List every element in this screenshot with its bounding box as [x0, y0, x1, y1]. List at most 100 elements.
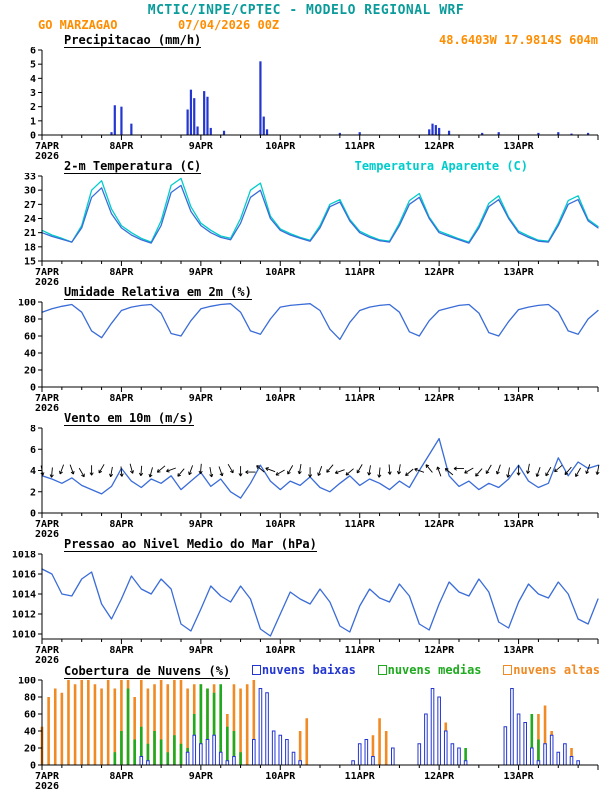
svg-text:0: 0 — [30, 761, 36, 772]
svg-text:7APR: 7APR — [35, 393, 60, 404]
svg-text:10APR: 10APR — [265, 267, 296, 278]
humidity-title-row: Umidade Relativa em 2m (%) — [0, 285, 612, 300]
panel-title-clouds: Cobertura de Nuvens (%) — [64, 664, 231, 679]
header-subline: GO MARZAGAO 07/04/2026 00Z — [0, 18, 612, 33]
svg-text:1016: 1016 — [12, 570, 36, 581]
legend-nuvens-altas: nuvens altas — [503, 663, 600, 677]
svg-text:20: 20 — [24, 744, 36, 755]
svg-text:2026: 2026 — [35, 781, 59, 789]
svg-text:8APR: 8APR — [109, 267, 134, 278]
legend-apparent-temperature: Temperatura Aparente (C) — [354, 159, 528, 173]
svg-text:0: 0 — [30, 131, 36, 142]
svg-text:7APR: 7APR — [35, 141, 60, 152]
svg-text:9APR: 9APR — [189, 393, 214, 404]
panel-temperature: 2-m Temperatura (C) Temperatura Aparente… — [0, 159, 612, 285]
svg-text:8APR: 8APR — [109, 771, 134, 782]
svg-text:100: 100 — [18, 299, 36, 309]
svg-text:2026: 2026 — [35, 655, 59, 663]
legend-nuvens-medias: nuvens medias — [377, 663, 482, 677]
svg-text:100: 100 — [18, 677, 36, 687]
svg-text:18: 18 — [24, 242, 36, 253]
svg-text:13APR: 13APR — [504, 645, 535, 656]
svg-text:5: 5 — [30, 60, 36, 71]
svg-text:80: 80 — [24, 693, 36, 704]
svg-text:12APR: 12APR — [424, 645, 455, 656]
nuvens-medias-swatch — [377, 665, 387, 675]
svg-text:40: 40 — [24, 349, 36, 360]
model-title: MCTIC/INPE/CPTEC - MODELO REGIONAL WRF — [147, 3, 465, 18]
pressure-title-row: Pressao ao Nivel Medio do Mar (hPa) — [0, 537, 612, 552]
svg-text:12APR: 12APR — [424, 141, 455, 152]
svg-text:12APR: 12APR — [424, 267, 455, 278]
svg-text:13APR: 13APR — [504, 267, 535, 278]
svg-text:1018: 1018 — [12, 551, 36, 561]
report-header: MCTIC/INPE/CPTEC - MODELO REGIONAL WRF G… — [0, 3, 612, 33]
nuvens-medias-label: nuvens medias — [387, 663, 482, 677]
svg-text:21: 21 — [24, 228, 36, 239]
svg-text:60: 60 — [24, 710, 36, 721]
panel-clouds: Cobertura de Nuvens (%) nuvens baixas nu… — [0, 663, 612, 789]
panel-precipitation: Precipitacao (mm/h) 48.6403W 17.9814S 60… — [0, 33, 612, 159]
svg-text:2026: 2026 — [35, 403, 59, 411]
panel-title-wind: Vento em 10m (m/s) — [64, 411, 195, 426]
run-datetime: 07/04/2026 00Z — [178, 18, 280, 32]
svg-text:2026: 2026 — [35, 151, 59, 159]
panel-pressure: Pressao ao Nivel Medio do Mar (hPa) 1010… — [0, 537, 612, 663]
nuvens-baixas-label: nuvens baixas — [261, 663, 356, 677]
panel-title-precipitation: Precipitacao (mm/h) — [64, 33, 202, 48]
svg-text:0: 0 — [30, 509, 36, 520]
svg-text:1: 1 — [30, 116, 36, 127]
svg-text:10APR: 10APR — [265, 519, 296, 530]
svg-text:40: 40 — [24, 727, 36, 738]
panel-title-humidity: Umidade Relativa em 2m (%) — [64, 285, 252, 300]
svg-text:11APR: 11APR — [345, 519, 376, 530]
legend-nuvens-baixas: nuvens baixas — [251, 663, 356, 677]
svg-text:7APR: 7APR — [35, 519, 60, 530]
svg-text:0: 0 — [30, 383, 36, 394]
precipitation-title-row: Precipitacao (mm/h) 48.6403W 17.9814S 60… — [0, 33, 612, 48]
svg-text:9APR: 9APR — [189, 771, 214, 782]
svg-text:7APR: 7APR — [35, 267, 60, 278]
svg-text:11APR: 11APR — [345, 267, 376, 278]
svg-text:9APR: 9APR — [189, 141, 214, 152]
svg-text:6: 6 — [30, 47, 36, 57]
panel-wind: Vento em 10m (m/s) 0 2 4 6 8 7APR 2026 8APR 9APR… — [0, 411, 612, 537]
svg-text:24: 24 — [24, 214, 36, 225]
svg-text:13APR: 13APR — [504, 519, 535, 530]
svg-text:1014: 1014 — [12, 590, 36, 601]
svg-text:13APR: 13APR — [504, 771, 535, 782]
svg-text:8APR: 8APR — [109, 519, 134, 530]
svg-text:11APR: 11APR — [345, 393, 376, 404]
svg-text:12APR: 12APR — [424, 393, 455, 404]
svg-text:33: 33 — [24, 173, 36, 183]
svg-text:15: 15 — [24, 257, 36, 268]
svg-text:8: 8 — [30, 425, 36, 435]
svg-text:2026: 2026 — [35, 529, 59, 537]
panel-title-pressure: Pressao ao Nivel Medio do Mar (hPa) — [64, 537, 317, 552]
svg-text:2: 2 — [30, 487, 36, 498]
svg-text:7APR: 7APR — [35, 645, 60, 656]
svg-text:8APR: 8APR — [109, 393, 134, 404]
svg-text:11APR: 11APR — [345, 141, 376, 152]
svg-text:1012: 1012 — [12, 610, 36, 621]
svg-text:20: 20 — [24, 366, 36, 377]
svg-text:12APR: 12APR — [424, 519, 455, 530]
svg-text:1010: 1010 — [12, 630, 36, 641]
svg-text:8APR: 8APR — [109, 141, 134, 152]
svg-text:11APR: 11APR — [345, 771, 376, 782]
svg-text:60: 60 — [24, 332, 36, 343]
nuvens-altas-label: nuvens altas — [513, 663, 600, 677]
nuvens-altas-swatch — [503, 665, 513, 675]
svg-text:30: 30 — [24, 186, 36, 197]
svg-text:11APR: 11APR — [345, 645, 376, 656]
svg-text:4: 4 — [30, 466, 36, 477]
svg-text:6: 6 — [30, 445, 36, 456]
location-label: 48.6403W 17.9814S 604m — [439, 33, 598, 47]
svg-text:13APR: 13APR — [504, 393, 535, 404]
svg-text:7APR: 7APR — [35, 771, 60, 782]
